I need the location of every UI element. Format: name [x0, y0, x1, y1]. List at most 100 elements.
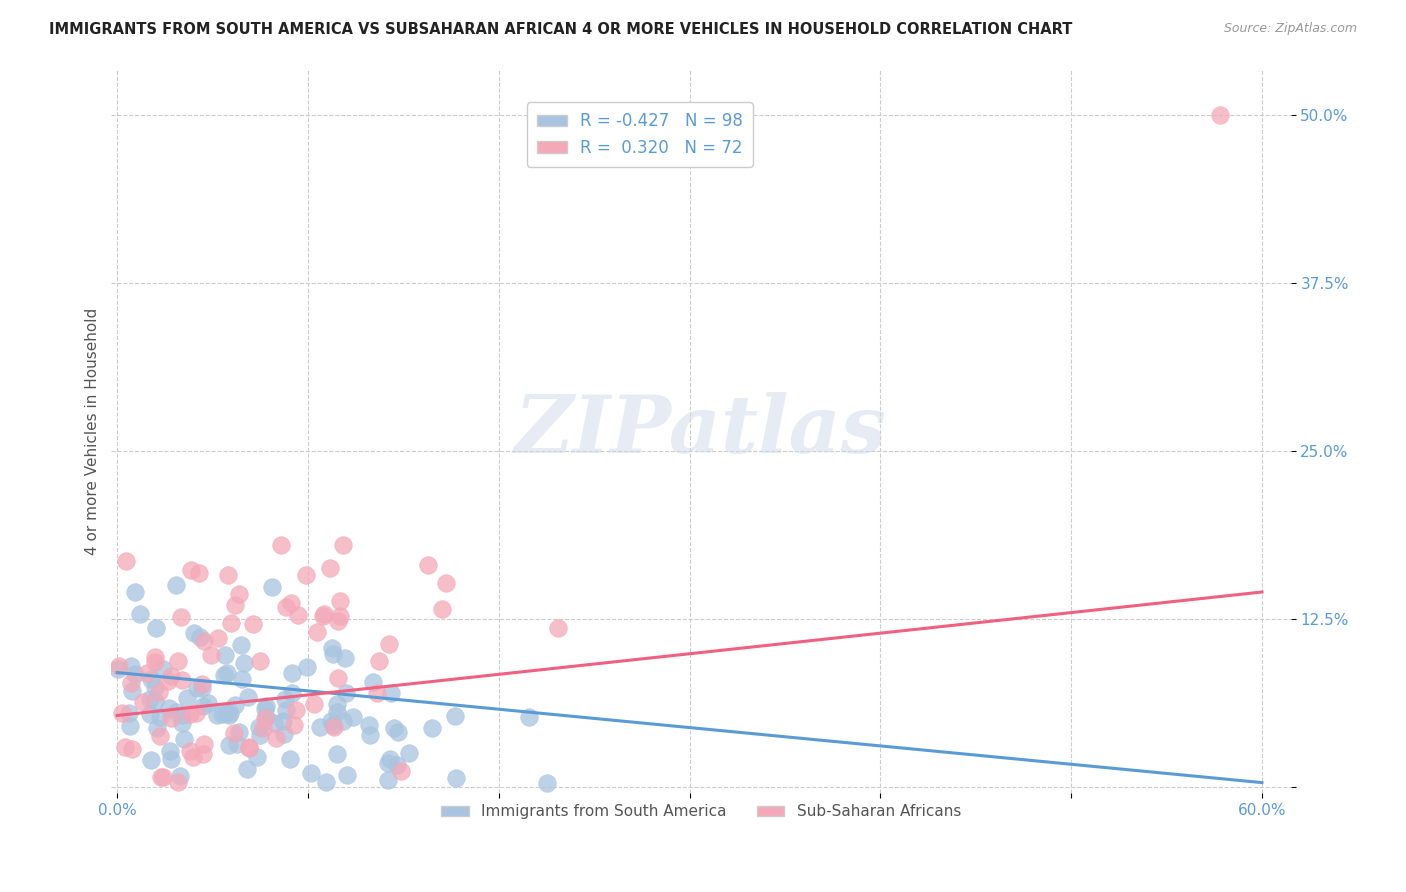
- Point: [281, 686, 304, 700]
- Point: [242, 616, 264, 631]
- Point: [120, 676, 142, 690]
- Point: [326, 705, 349, 719]
- Point: [143, 650, 166, 665]
- Point: [249, 654, 271, 668]
- Point: [118, 718, 141, 732]
- Point: [263, 716, 285, 731]
- Point: [420, 721, 443, 735]
- Point: [1209, 108, 1232, 122]
- Point: [359, 717, 381, 731]
- Point: [156, 673, 179, 688]
- Point: [329, 594, 352, 608]
- Point: [173, 731, 195, 746]
- Point: [224, 599, 246, 613]
- Point: [146, 721, 169, 735]
- Point: [332, 714, 354, 729]
- Point: [150, 770, 173, 784]
- Point: [536, 776, 558, 790]
- Point: [214, 667, 236, 681]
- Point: [143, 680, 166, 694]
- Point: [253, 711, 276, 725]
- Point: [193, 737, 215, 751]
- Point: [302, 697, 325, 711]
- Point: [336, 767, 359, 781]
- Point: [328, 671, 350, 685]
- Point: [359, 728, 381, 742]
- Point: [165, 705, 187, 719]
- Y-axis label: 4 or more Vehicles in Household: 4 or more Vehicles in Household: [86, 308, 100, 555]
- Point: [115, 554, 138, 568]
- Point: [254, 710, 277, 724]
- Point: [166, 775, 188, 789]
- Point: [278, 752, 301, 766]
- Point: [218, 707, 240, 722]
- Point: [165, 577, 187, 591]
- Point: [193, 699, 215, 714]
- Point: [329, 608, 352, 623]
- Point: [326, 614, 349, 628]
- Point: [418, 558, 440, 572]
- Point: [335, 686, 357, 700]
- Point: [111, 706, 134, 721]
- Point: [224, 698, 246, 713]
- Point: [238, 690, 260, 705]
- Point: [377, 637, 399, 651]
- Point: [276, 599, 298, 614]
- Point: [280, 666, 302, 681]
- Point: [238, 741, 260, 756]
- Point: [377, 756, 399, 770]
- Point: [264, 731, 287, 745]
- Point: [315, 775, 337, 789]
- Point: [377, 772, 399, 787]
- Point: [193, 634, 215, 648]
- Point: [321, 640, 343, 655]
- Point: [252, 721, 274, 735]
- Point: [191, 747, 214, 762]
- Point: [145, 621, 167, 635]
- Point: [270, 538, 292, 552]
- Point: [309, 720, 332, 734]
- Point: [318, 561, 340, 575]
- Point: [157, 701, 180, 715]
- Point: [287, 607, 309, 622]
- Point: [218, 738, 240, 752]
- Point: [124, 667, 146, 681]
- Point: [128, 607, 150, 621]
- Point: [325, 747, 347, 761]
- Point: [107, 662, 129, 676]
- Point: [232, 656, 254, 670]
- Point: [398, 746, 420, 760]
- Point: [139, 692, 162, 706]
- Point: [180, 563, 202, 577]
- Point: [271, 714, 294, 728]
- Point: [107, 659, 129, 673]
- Point: [160, 752, 183, 766]
- Point: [273, 692, 295, 706]
- Point: [170, 610, 193, 624]
- Point: [184, 706, 207, 720]
- Point: [389, 764, 412, 779]
- Point: [121, 684, 143, 698]
- Point: [228, 586, 250, 600]
- Point: [179, 743, 201, 757]
- Point: [200, 648, 222, 662]
- Point: [444, 771, 467, 785]
- Text: ZIPatlas: ZIPatlas: [515, 392, 887, 470]
- Point: [118, 706, 141, 720]
- Point: [139, 706, 162, 721]
- Point: [280, 596, 302, 610]
- Point: [238, 740, 260, 755]
- Point: [183, 626, 205, 640]
- Point: [363, 675, 385, 690]
- Point: [262, 580, 284, 594]
- Point: [547, 621, 569, 635]
- Point: [169, 769, 191, 783]
- Point: [187, 566, 209, 580]
- Point: [228, 725, 250, 739]
- Point: [186, 681, 208, 695]
- Point: [236, 763, 259, 777]
- Point: [124, 585, 146, 599]
- Point: [207, 631, 229, 645]
- Legend: Immigrants from South America, Sub-Saharan Africans: Immigrants from South America, Sub-Sahar…: [434, 798, 967, 826]
- Point: [166, 654, 188, 668]
